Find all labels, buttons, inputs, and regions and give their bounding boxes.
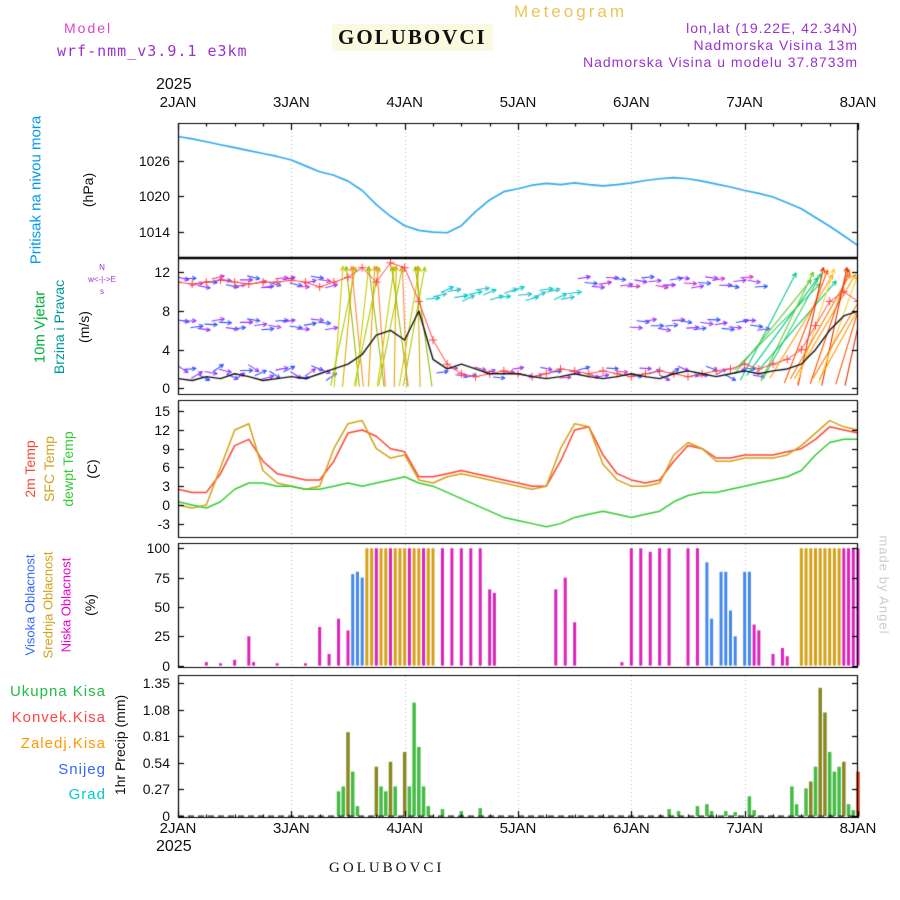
precip-convective-label: Konvek.Kisa (11, 709, 106, 726)
y-tick-label: 12 (154, 421, 170, 438)
day-label-top: 8JAN (839, 94, 877, 111)
meteogram-title: Meteogram (514, 2, 627, 21)
footer-station: GOLUBOVCI (329, 860, 445, 876)
temp-dewpt-label: dewpt Temp (60, 431, 76, 507)
y-tick-label: 15 (154, 403, 170, 420)
cloud-low-label: Niska Oblacnost (58, 557, 74, 653)
model-elevation-text: Nadmorska Visina u modelu 37.8733m (583, 54, 858, 70)
y-tick-label: 50 (154, 598, 170, 615)
y-tick-label: 1.35 (142, 674, 170, 691)
y-tick-label: 6 (162, 459, 170, 476)
precip-total-label: Ukupna Kisa (9, 683, 106, 700)
day-label-bottom: 8JAN (839, 820, 877, 837)
lonlat-text: lon,lat (19.22E, 42.34N) (686, 20, 858, 36)
cloud-mid-label: Srednja Oblacnost (40, 551, 56, 659)
year-top: 2025 (156, 76, 192, 93)
y-tick-label: 0.81 (142, 728, 170, 745)
y-tick-label: 8 (162, 303, 170, 320)
temp-2m-label: 2m Temp (22, 440, 38, 498)
cloud-unit-label: (%) (82, 594, 98, 616)
y-tick-label: 0 (162, 657, 170, 674)
y-tick-label: 1026 (138, 153, 170, 170)
compass-west-east-label: w<-|->E (88, 275, 116, 284)
model-label: Model (64, 20, 113, 36)
day-label-bottom: 4JAN (386, 820, 423, 837)
day-label-top: 6JAN (612, 94, 650, 111)
y-tick-label: 3 (162, 478, 170, 495)
y-tick-label: 1020 (138, 188, 170, 205)
wind-unit-label: (m/s) (76, 311, 92, 343)
y-tick-label: -3 (157, 515, 170, 532)
cloud-high-label: Visoka Oblacnost (22, 554, 38, 656)
elevation-text: Nadmorska Visina 13m (693, 37, 858, 53)
compass-south-label: s (100, 287, 104, 296)
y-tick-label: 4 (162, 341, 170, 358)
day-label-bottom: 7JAN (726, 820, 763, 837)
pressure-unit-label: (hPa) (80, 172, 96, 208)
y-tick-label: 0 (162, 808, 170, 825)
day-label-top: 3JAN (272, 94, 310, 111)
temp-sfc-label: SFC Temp (41, 436, 57, 502)
wind-axis-label-1: 10m Vjetar (31, 290, 49, 364)
y-tick-label: 1014 (138, 223, 170, 240)
year-bottom: 2025 (156, 838, 192, 855)
pressure-axis-label: Pritisak na nivou mora (27, 115, 45, 265)
station-title: GOLUBOVCI (332, 24, 493, 51)
compass-north-label: N (99, 263, 105, 272)
wind-direction-compass: N w<-|->E s (82, 262, 122, 298)
wind-axis-label-2: Brzina i Pravac (51, 279, 67, 375)
y-tick-label: 25 (154, 628, 170, 645)
y-tick-label: 1.08 (142, 701, 170, 718)
y-tick-label: 0 (162, 496, 170, 513)
y-tick-label: 75 (154, 569, 170, 586)
temp-unit-label: (C) (84, 459, 100, 479)
day-label-top: 5JAN (499, 94, 537, 111)
precip-freezing-label: Zaledj.Kisa (20, 735, 106, 752)
precip-snow-label: Snijeg (58, 761, 106, 778)
day-label-top: 4JAN (386, 94, 423, 111)
day-label-bottom: 3JAN (272, 820, 310, 837)
y-tick-label: 100 (146, 540, 170, 557)
y-tick-label: 0.54 (142, 754, 170, 771)
day-label-bottom: 5JAN (499, 820, 537, 837)
y-tick-label: 9 (162, 440, 170, 457)
watermark-text: made by Angel (876, 535, 892, 635)
day-label-bottom: 2JAN (159, 820, 197, 837)
day-label-top: 7JAN (726, 94, 763, 111)
y-tick-label: 0 (162, 380, 170, 397)
y-tick-label: 0.27 (142, 781, 170, 798)
day-label-bottom: 6JAN (612, 820, 650, 837)
precip-hail-label: Grad (68, 786, 106, 803)
y-tick-label: 12 (154, 264, 170, 281)
model-name: wrf-nmm_v3.9.1 e3km (57, 42, 248, 60)
day-label-top: 2JAN (159, 94, 197, 111)
